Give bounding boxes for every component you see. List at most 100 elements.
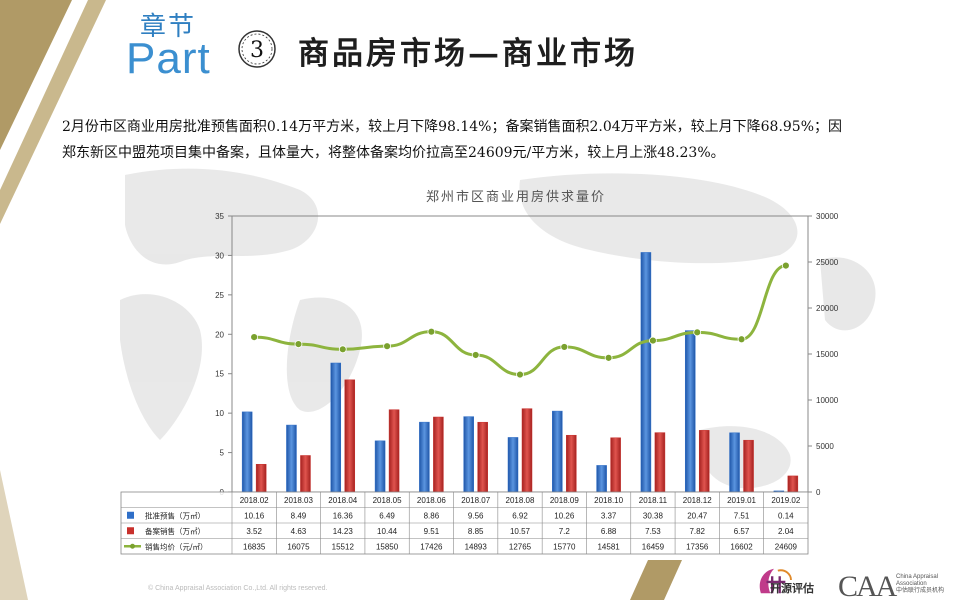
bar-sales — [477, 421, 488, 493]
left-tick-label: 5 — [220, 449, 225, 458]
bar-supply — [419, 421, 430, 493]
data-label: 7.51 — [734, 511, 750, 520]
gold-corner-decoration — [0, 0, 106, 600]
data-label: 24609 — [775, 542, 798, 551]
category-label: 2018.06 — [417, 496, 446, 505]
right-tick-label: 5000 — [816, 442, 834, 451]
data-label: 7.2 — [559, 527, 571, 536]
data-label: 16835 — [243, 542, 266, 551]
bar-supply — [330, 362, 342, 493]
left-tick-label: 20 — [215, 330, 224, 339]
data-label: 10.44 — [377, 527, 398, 536]
data-label: 8.49 — [291, 511, 307, 520]
bar-sales — [388, 409, 400, 493]
data-label: 9.56 — [468, 511, 484, 520]
data-label: 2.04 — [778, 527, 794, 536]
data-label: 6.57 — [734, 527, 750, 536]
data-label: 7.53 — [645, 527, 661, 536]
data-label: 8.86 — [424, 511, 440, 520]
data-label: 6.92 — [512, 511, 528, 520]
right-tick-label: 0 — [816, 488, 821, 497]
data-label: 10.57 — [510, 527, 531, 536]
line-marks — [250, 261, 790, 379]
data-label: 6.49 — [379, 511, 395, 520]
right-tick-label: 25000 — [816, 258, 839, 267]
data-label: 9.51 — [424, 527, 440, 536]
price-point — [693, 328, 702, 337]
bar-sales — [566, 434, 577, 493]
data-label: 14.23 — [333, 527, 354, 536]
price-point — [250, 333, 259, 342]
bar-supply — [241, 411, 253, 493]
caa-sub-line-3: 中估联行成员机构 — [896, 588, 945, 594]
gold-corner-decoration-bottom — [630, 560, 682, 600]
right-tick-label: 20000 — [816, 304, 839, 313]
bar-supply — [684, 330, 696, 493]
data-label: 7.82 — [689, 527, 705, 536]
category-label: 2018.04 — [328, 496, 357, 505]
data-label: 16.36 — [333, 511, 354, 520]
copyright-text: © China Appraisal Association Co.,Ltd. A… — [148, 585, 328, 592]
category-label: 2018.11 — [639, 496, 668, 505]
part-label: Part — [126, 34, 211, 83]
data-label: 15850 — [376, 542, 399, 551]
left-tick-label: 30 — [215, 251, 224, 260]
data-label: 30.38 — [643, 511, 664, 520]
category-label: 2018.08 — [506, 496, 535, 505]
legend-entry: 销售均价（元/㎡） — [145, 541, 208, 551]
data-label: 20.47 — [687, 511, 708, 520]
category-label: 2018.12 — [683, 496, 712, 505]
data-label: 16602 — [730, 542, 753, 551]
data-label: 3.37 — [601, 511, 617, 520]
legend-swatch — [127, 511, 134, 519]
data-label: 14581 — [597, 542, 620, 551]
bar-sales — [698, 430, 710, 493]
bar-sales — [255, 463, 267, 493]
price-point — [427, 327, 436, 336]
category-label: 2018.10 — [594, 496, 623, 505]
data-label: 14893 — [465, 542, 488, 551]
intro-line-2: 郑东新区中盟苑项目集中备案，且体量大，将整体备案均价拉高至24609元/平方米，… — [62, 145, 725, 161]
left-tick-label: 35 — [215, 212, 224, 221]
left-tick-label: 25 — [215, 291, 224, 300]
bar-sales — [610, 437, 621, 493]
bar-supply — [640, 252, 652, 493]
category-label: 2018.09 — [550, 496, 579, 505]
caa-sub-line-1: China Appraisal — [896, 574, 939, 580]
left-tick-label: 10 — [215, 409, 224, 418]
right-axis-ticks: 0 5000 10000 15000 20000 25000 30000 — [808, 212, 839, 497]
data-label: 4.63 — [291, 527, 307, 536]
data-label: 17426 — [420, 542, 443, 551]
chart-title: 郑州市区商业用房供求量价 — [426, 189, 606, 205]
caa-sub-line-2: Association — [896, 581, 927, 587]
bar-sales — [300, 455, 311, 493]
bar-supply — [286, 424, 297, 493]
price-point — [560, 343, 569, 351]
price-point — [383, 342, 391, 351]
bar-sales — [521, 408, 533, 493]
data-label: 3.52 — [246, 527, 262, 536]
legend-entry: 批准预售（万㎡） — [145, 510, 205, 520]
data-label: 8.85 — [468, 527, 484, 536]
section-number: 3 — [250, 38, 264, 63]
right-tick-label: 15000 — [816, 350, 839, 359]
bar-supply — [596, 465, 607, 493]
world-map-background — [120, 168, 876, 489]
bar-supply — [507, 437, 519, 493]
bar-sales — [787, 475, 799, 493]
bar-marks — [241, 252, 799, 493]
legend-swatch — [127, 527, 134, 535]
section-title: 商品房市场—商业市场 — [298, 36, 638, 72]
right-tick-label: 30000 — [816, 212, 839, 221]
bar-supply — [374, 440, 386, 493]
data-label: 10.26 — [554, 511, 575, 520]
category-label: 2018.05 — [373, 496, 402, 505]
price-point — [781, 261, 790, 270]
bar-sales — [654, 432, 666, 493]
left-tick-label: 15 — [215, 370, 224, 379]
bar-supply — [552, 410, 563, 493]
data-table: 2018.02 2018.03 2018.04 2018.05 2018.06 2018.… — [120, 491, 809, 555]
data-label: 12765 — [509, 542, 532, 551]
caa-subtitle: China Appraisal Association 中估联行成员机构 — [896, 574, 956, 595]
